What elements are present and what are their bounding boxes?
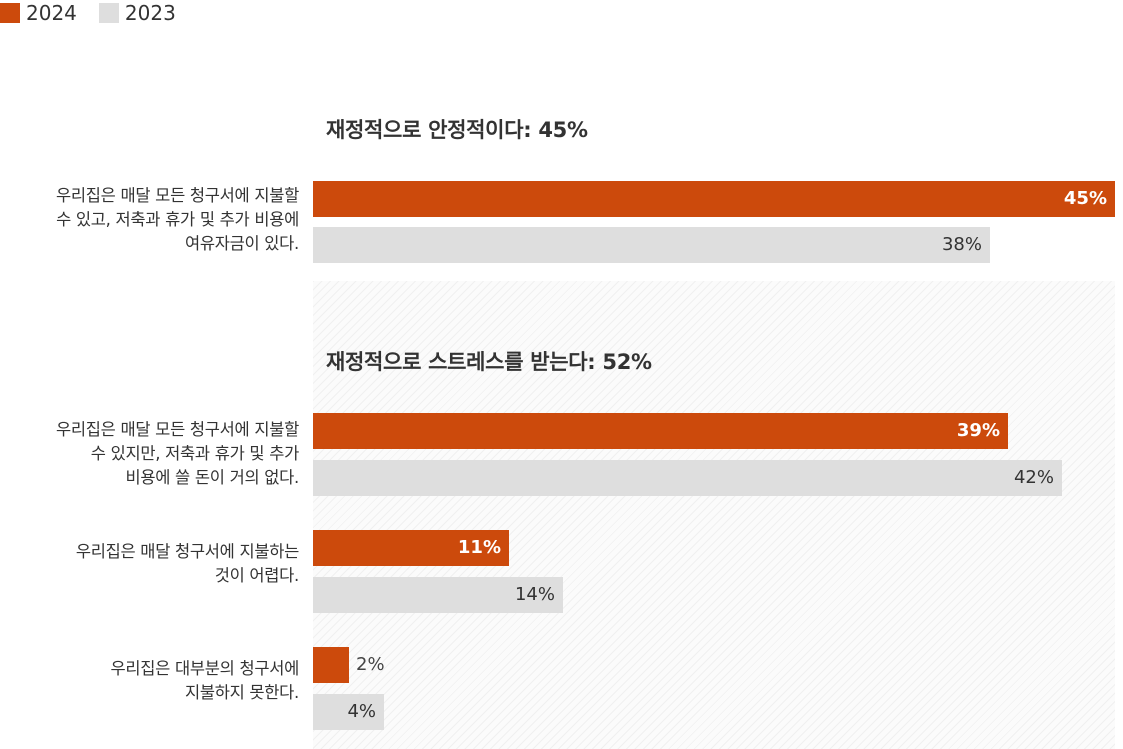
bar-2024: 11% <box>313 530 509 566</box>
category-label-line: 것이 어렵다. <box>214 566 300 585</box>
bar-value-label: 11% <box>457 537 501 558</box>
category-label-line: 우리집은 대부분의 청구서에 <box>110 659 300 678</box>
category-label-line: 수 있고, 저축과 휴가 및 추가 비용에 <box>56 210 299 229</box>
bar-value-label: 4% <box>347 701 376 722</box>
legend-swatch-2023 <box>98 3 119 23</box>
bar-2024: 39% <box>313 413 1008 449</box>
bar-2024: 2% <box>313 647 385 683</box>
bar-value-label: 42% <box>1013 467 1054 488</box>
category-label-line: 우리집은 매달 청구서에 지불하는 <box>75 542 299 561</box>
bar-value-label: 38% <box>941 234 982 255</box>
bar-2023: 14% <box>313 577 563 613</box>
bar-value-label: 2% <box>356 654 385 675</box>
bar-2023: 38% <box>313 227 990 263</box>
bar-2023: 42% <box>313 460 1062 496</box>
legend: 2024 2023 <box>0 0 198 26</box>
legend-item-2024: 2024 <box>0 1 77 25</box>
category-label-line: 비용에 쓸 돈이 거의 없다. <box>125 468 299 487</box>
category-label-line: 수 있지만, 저축과 휴가 및 추가 <box>90 444 300 463</box>
category-label-line: 우리집은 매달 모든 청구서에 지불할 <box>56 186 299 205</box>
stressed-section-background <box>313 281 1115 749</box>
legend-label-2024: 2024 <box>26 1 77 25</box>
bar-2023: 4% <box>313 694 384 730</box>
legend-item-2023: 2023 <box>98 1 176 25</box>
category-label-line: 지불하지 못한다. <box>184 683 299 702</box>
category-label-line: 여유자금이 있다. <box>184 234 299 253</box>
bar-value-label: 39% <box>956 420 1000 441</box>
bar-value-label: 14% <box>514 584 555 605</box>
section-title-stable: 재정적으로 안정적이다: 45% <box>326 118 588 142</box>
section-title-stressed: 재정적으로 스트레스를 받는다: 52% <box>326 350 652 374</box>
category-label-line: 우리집은 매달 모든 청구서에 지불할 <box>56 420 299 439</box>
bar-2024: 45% <box>313 181 1115 217</box>
legend-label-2023: 2023 <box>124 1 176 25</box>
bar-value-label: 45% <box>1063 188 1107 209</box>
legend-swatch-2024 <box>0 3 20 23</box>
